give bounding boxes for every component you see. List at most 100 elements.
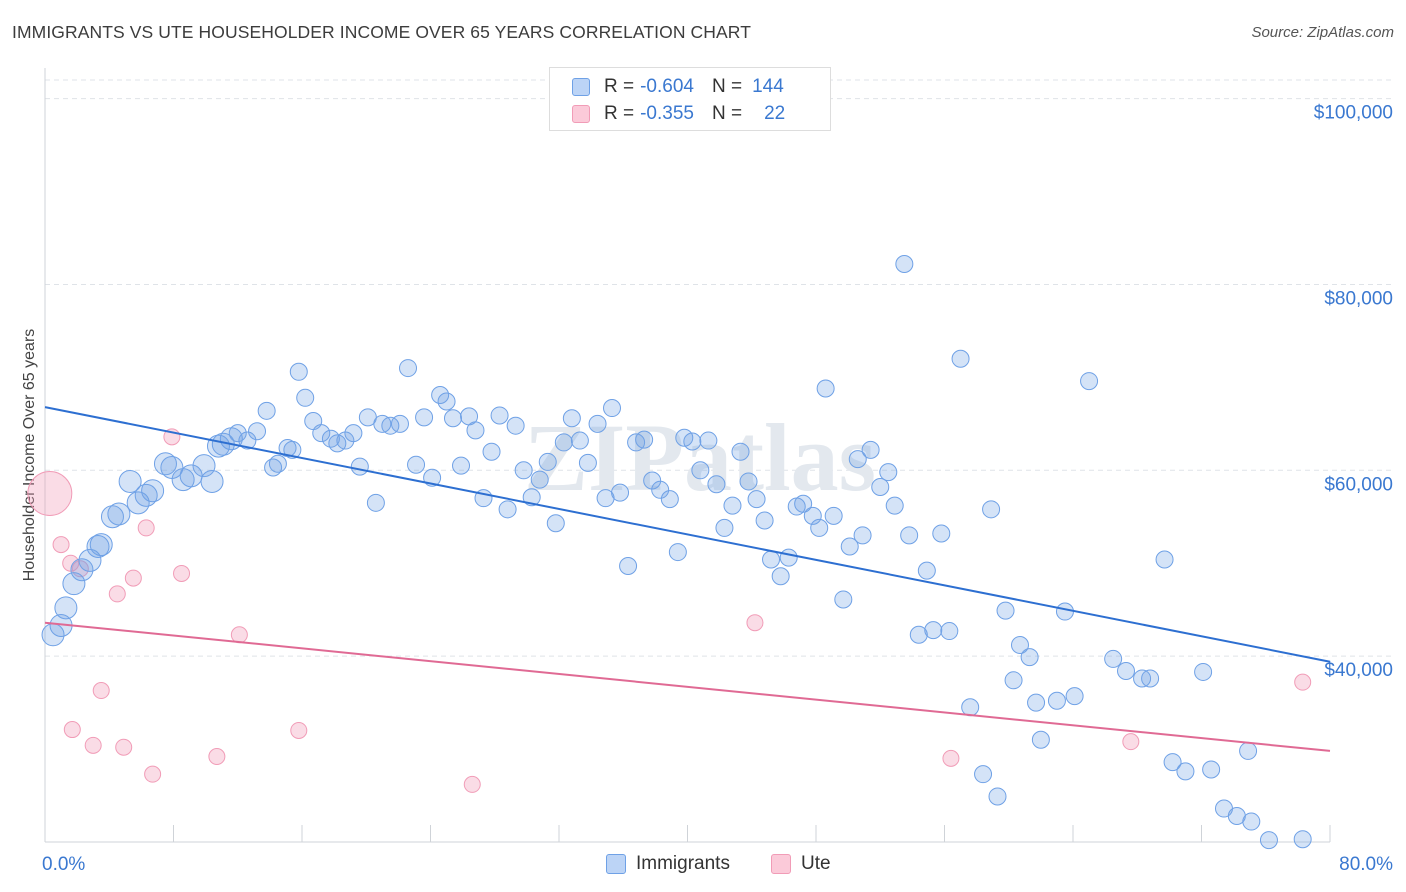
immigrants-point bbox=[1259, 831, 1278, 850]
ute-trend-line bbox=[44, 621, 1331, 752]
immigrants-point bbox=[506, 416, 525, 435]
immigrants-point bbox=[62, 572, 86, 596]
immigrants-point bbox=[248, 422, 267, 441]
immigrants-point bbox=[762, 550, 781, 569]
immigrants-point bbox=[996, 601, 1015, 620]
immigrants-point bbox=[683, 432, 702, 451]
immigrants-point bbox=[289, 362, 308, 381]
immigrants-point bbox=[848, 450, 867, 469]
stats-legend: R = -0.604 N = 144 R = -0.355 N = 22 bbox=[549, 67, 831, 131]
immigrants-point bbox=[554, 433, 573, 452]
immigrants-point bbox=[715, 518, 734, 537]
immigrants-point bbox=[619, 557, 638, 576]
immigrants-point bbox=[530, 470, 549, 489]
immigrants-point bbox=[546, 514, 565, 533]
immigrants-point bbox=[699, 431, 718, 450]
ute-point bbox=[84, 736, 102, 754]
immigrants-point bbox=[1141, 669, 1160, 688]
immigrants-point bbox=[755, 511, 774, 530]
immigrants-point bbox=[668, 543, 687, 562]
ute-point bbox=[746, 614, 764, 632]
n-value: 144 bbox=[752, 76, 784, 97]
r-label: R = bbox=[604, 103, 635, 124]
immigrants-point bbox=[321, 429, 340, 448]
immigrants-point bbox=[1031, 730, 1050, 749]
immigrants-point bbox=[89, 533, 113, 557]
y-tick-label: $80,000 bbox=[1324, 288, 1393, 309]
ute-point bbox=[108, 585, 126, 603]
immigrants-point bbox=[570, 431, 589, 450]
immigrants-point bbox=[238, 431, 257, 450]
immigrants-point bbox=[982, 500, 1001, 519]
ute-point bbox=[115, 738, 133, 756]
immigrants-point bbox=[747, 490, 766, 509]
immigrants-point bbox=[350, 457, 369, 476]
immigrants-point bbox=[917, 561, 936, 580]
immigrants-point bbox=[399, 359, 418, 378]
immigrants-point bbox=[1047, 691, 1066, 710]
immigrants-point bbox=[824, 506, 843, 525]
chart-title: IMMIGRANTS VS UTE HOUSEHOLDER INCOME OVE… bbox=[12, 22, 752, 42]
immigrants-point bbox=[257, 401, 276, 420]
ute-point bbox=[173, 564, 191, 582]
immigrants-point bbox=[78, 548, 102, 572]
immigrants-point bbox=[611, 483, 630, 502]
ute-swatch bbox=[771, 854, 791, 874]
immigrants-point bbox=[885, 496, 904, 515]
immigrants-point bbox=[1104, 649, 1123, 668]
ute-point bbox=[208, 748, 226, 766]
ute-point bbox=[52, 536, 70, 554]
immigrants-point bbox=[840, 537, 859, 556]
immigrants-point bbox=[1027, 693, 1046, 712]
immigrants-point bbox=[200, 469, 224, 493]
n-value: 22 bbox=[764, 103, 786, 124]
immigrants-point bbox=[490, 406, 509, 425]
y-tick-label: $40,000 bbox=[1324, 660, 1393, 681]
immigrants-point bbox=[635, 430, 654, 449]
r-value: -0.604 bbox=[640, 76, 694, 97]
immigrants-point bbox=[739, 472, 758, 491]
ute-point bbox=[230, 626, 248, 644]
immigrants-point bbox=[228, 424, 247, 443]
immigrants-point bbox=[268, 454, 287, 473]
n-label: N = bbox=[711, 103, 743, 124]
immigrants-swatch bbox=[606, 854, 626, 874]
immigrants-point bbox=[466, 421, 485, 440]
immigrants-point bbox=[771, 567, 790, 586]
ute-point bbox=[463, 775, 481, 793]
immigrants-point bbox=[1117, 662, 1136, 681]
immigrants-point bbox=[390, 414, 409, 433]
n-label: N = bbox=[711, 76, 743, 97]
immigrants-point bbox=[578, 453, 597, 472]
immigrants-point bbox=[731, 442, 750, 461]
ute-point bbox=[92, 682, 110, 700]
immigrants-point bbox=[660, 490, 679, 509]
legend-label: Immigrants bbox=[636, 853, 730, 874]
immigrants-point bbox=[141, 479, 165, 503]
watermark: ZIPatlas bbox=[524, 404, 876, 511]
immigrants-point bbox=[562, 409, 581, 428]
immigrants-point bbox=[834, 590, 853, 609]
trend-lines bbox=[44, 406, 1331, 752]
immigrants-point bbox=[415, 408, 434, 427]
immigrants-point bbox=[1194, 662, 1213, 681]
immigrants-point bbox=[1176, 762, 1195, 781]
stats-row-immigrants: R = -0.604 N = 144 bbox=[572, 75, 784, 99]
immigrants-trend-line bbox=[44, 406, 1331, 663]
ute-point bbox=[27, 471, 73, 517]
immigrants-point bbox=[1163, 753, 1182, 772]
immigrants-point bbox=[794, 494, 813, 513]
ute-point bbox=[1122, 733, 1140, 751]
immigrants-point bbox=[54, 596, 78, 620]
ute-swatch bbox=[572, 105, 590, 123]
immigrants-point bbox=[498, 500, 517, 519]
immigrants-point bbox=[909, 625, 928, 644]
ute-point bbox=[124, 569, 142, 587]
immigrants-point bbox=[1020, 648, 1039, 667]
immigrants-point bbox=[264, 458, 283, 477]
y-tick-label: $60,000 bbox=[1324, 474, 1393, 495]
immigrants-point bbox=[366, 493, 385, 512]
grid-lines bbox=[45, 79, 1394, 657]
immigrants-point bbox=[974, 765, 993, 784]
